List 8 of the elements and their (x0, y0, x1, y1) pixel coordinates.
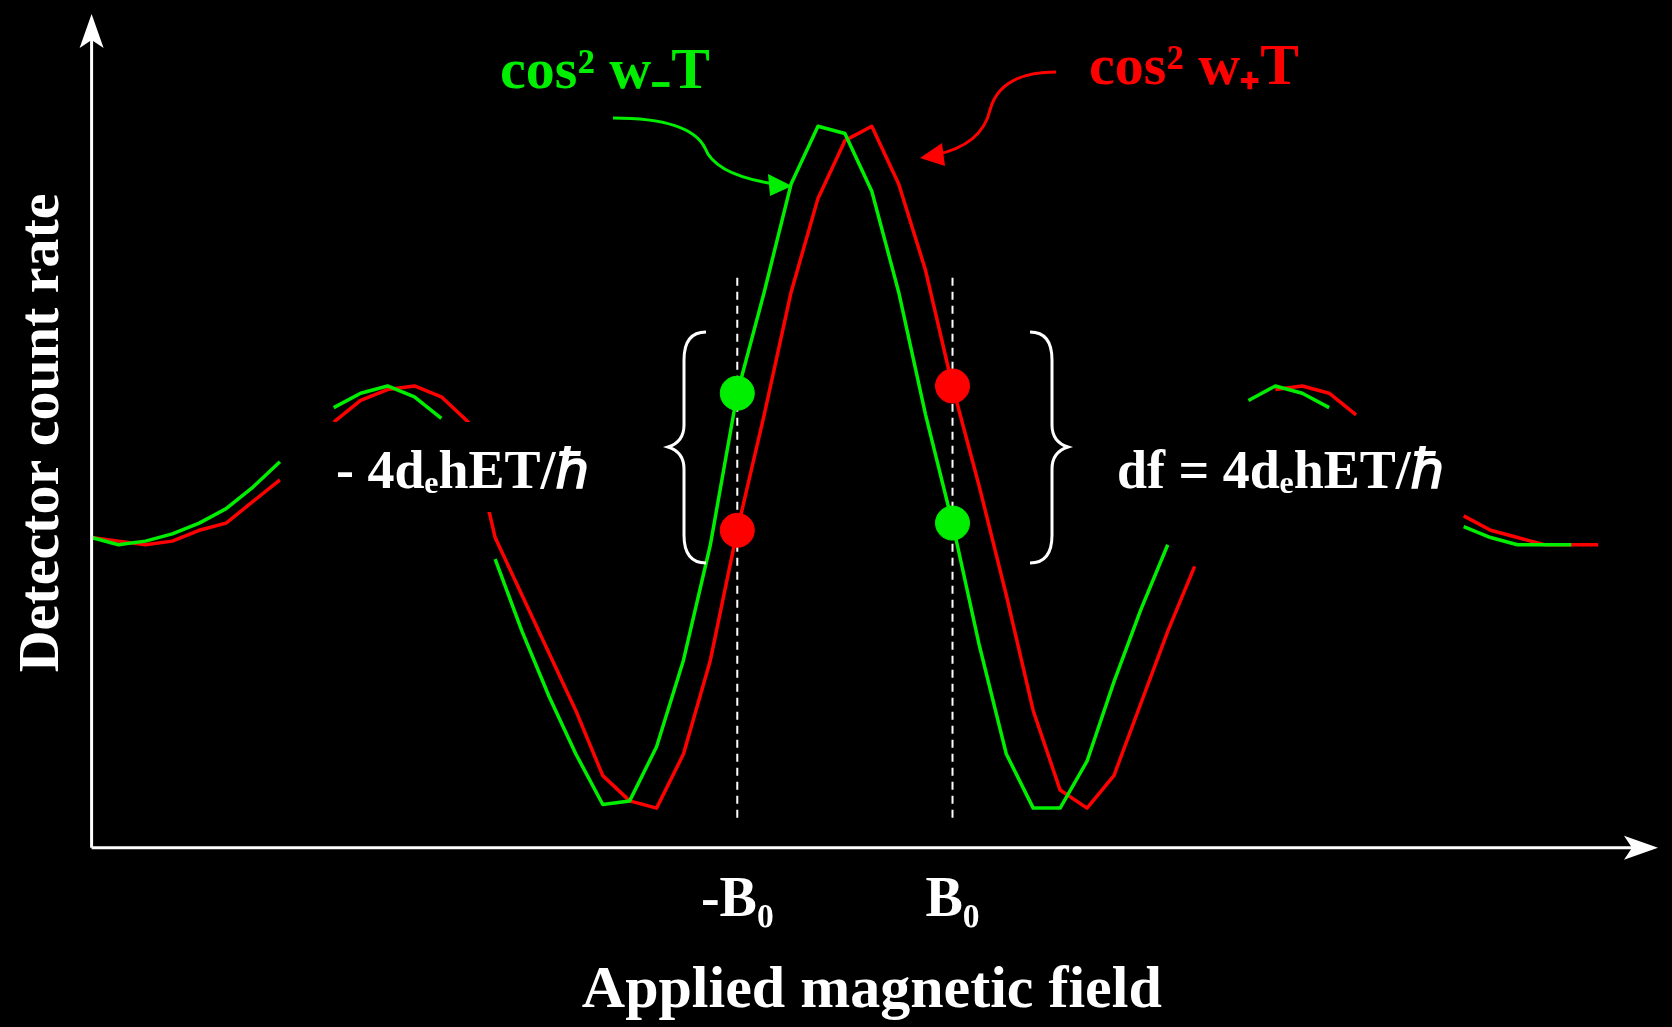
y-axis-title: Detector count rate (5, 193, 71, 673)
annotation: df = 4dₑhET/ℏ (1117, 440, 1444, 500)
x-axis-title: Applied magnetic field (581, 953, 1162, 1020)
text: cos² w₊T (1089, 32, 1299, 97)
series-label: cos² w₋T (500, 36, 710, 101)
annotation: - 4dₑhET/ℏ (336, 440, 589, 500)
x-tick-label: -B₀ (700, 865, 774, 928)
x-tick-label: B₀ (925, 865, 980, 928)
